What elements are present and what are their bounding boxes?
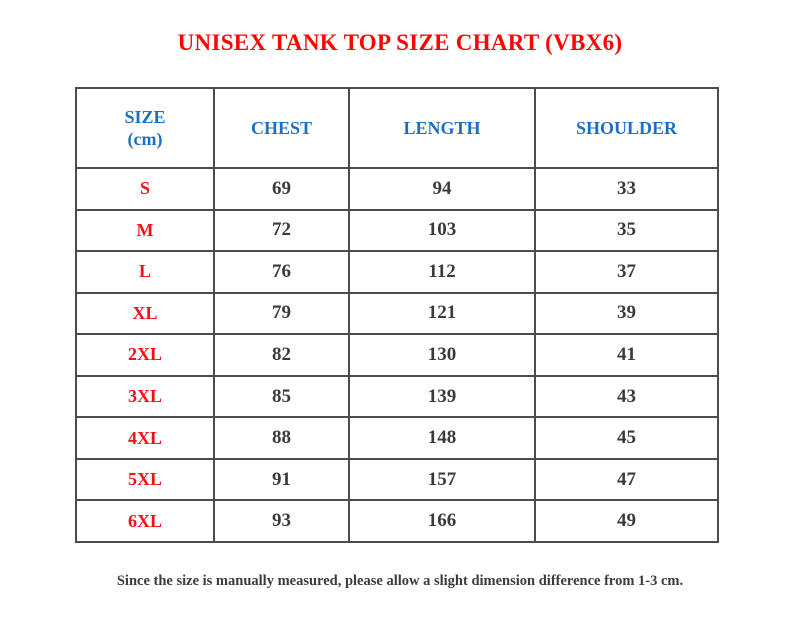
length-cell: 103 xyxy=(348,208,536,253)
column-header-size: SIZE (cm) xyxy=(75,87,215,169)
shoulder-cell: 47 xyxy=(534,457,719,502)
chest-cell: 76 xyxy=(213,250,350,294)
length-cell: 130 xyxy=(348,333,536,377)
chest-cell: 88 xyxy=(213,416,350,460)
size-header-line2: (cm) xyxy=(127,129,163,149)
length-cell: 148 xyxy=(348,416,536,460)
column-header-shoulder: SHOULDER xyxy=(534,87,719,169)
chest-cell: 91 xyxy=(213,457,350,502)
page-title: UNISEX TANK TOP SIZE CHART (VBX6) xyxy=(177,30,623,55)
column-header-length: LENGTH xyxy=(348,87,536,169)
length-cell: 139 xyxy=(348,374,536,419)
shoulder-cell: 45 xyxy=(534,416,719,460)
table-row: L 76 112 37 xyxy=(75,250,719,294)
size-cell: XL xyxy=(75,291,215,336)
shoulder-cell: 41 xyxy=(534,333,719,377)
size-cell: 4XL xyxy=(75,416,215,460)
size-cell: S xyxy=(75,167,215,211)
chest-cell: 85 xyxy=(213,374,350,419)
column-header-chest: CHEST xyxy=(213,87,350,169)
length-cell: 157 xyxy=(348,457,536,502)
chest-cell: 82 xyxy=(213,333,350,377)
shoulder-cell: 35 xyxy=(534,208,719,253)
table-row: S 69 94 33 xyxy=(75,167,719,211)
shoulder-cell: 43 xyxy=(534,374,719,419)
chest-cell: 93 xyxy=(213,499,350,543)
size-cell: 2XL xyxy=(75,333,215,377)
table-row: XL 79 121 39 xyxy=(75,291,719,336)
table-row: 6XL 93 166 49 xyxy=(75,499,719,543)
length-cell: 112 xyxy=(348,250,536,294)
table-row: 5XL 91 157 47 xyxy=(75,457,719,502)
table-header-row: SIZE (cm) CHEST LENGTH SHOULDER xyxy=(75,87,719,169)
size-cell: 5XL xyxy=(75,457,215,502)
size-cell: L xyxy=(75,250,215,294)
measurement-note: Since the size is manually measured, ple… xyxy=(116,573,684,589)
shoulder-cell: 39 xyxy=(534,291,719,336)
chest-cell: 69 xyxy=(213,167,350,211)
table-row: 2XL 82 130 41 xyxy=(75,333,719,377)
shoulder-cell: 37 xyxy=(534,250,719,294)
length-cell: 94 xyxy=(348,167,536,211)
size-cell: M xyxy=(75,208,215,253)
table-row: M 72 103 35 xyxy=(75,208,719,253)
shoulder-cell: 49 xyxy=(534,499,719,543)
shoulder-cell: 33 xyxy=(534,167,719,211)
size-cell: 3XL xyxy=(75,374,215,419)
size-header-line1: SIZE xyxy=(124,106,166,127)
chest-cell: 79 xyxy=(213,291,350,336)
length-cell: 121 xyxy=(348,291,536,336)
size-chart-table: SIZE (cm) CHEST LENGTH SHOULDER S 69 94 … xyxy=(75,87,719,543)
length-cell: 166 xyxy=(348,499,536,543)
size-cell: 6XL xyxy=(75,499,215,543)
table-row: 4XL 88 148 45 xyxy=(75,416,719,460)
table-row: 3XL 85 139 43 xyxy=(75,374,719,419)
chest-cell: 72 xyxy=(213,208,350,253)
